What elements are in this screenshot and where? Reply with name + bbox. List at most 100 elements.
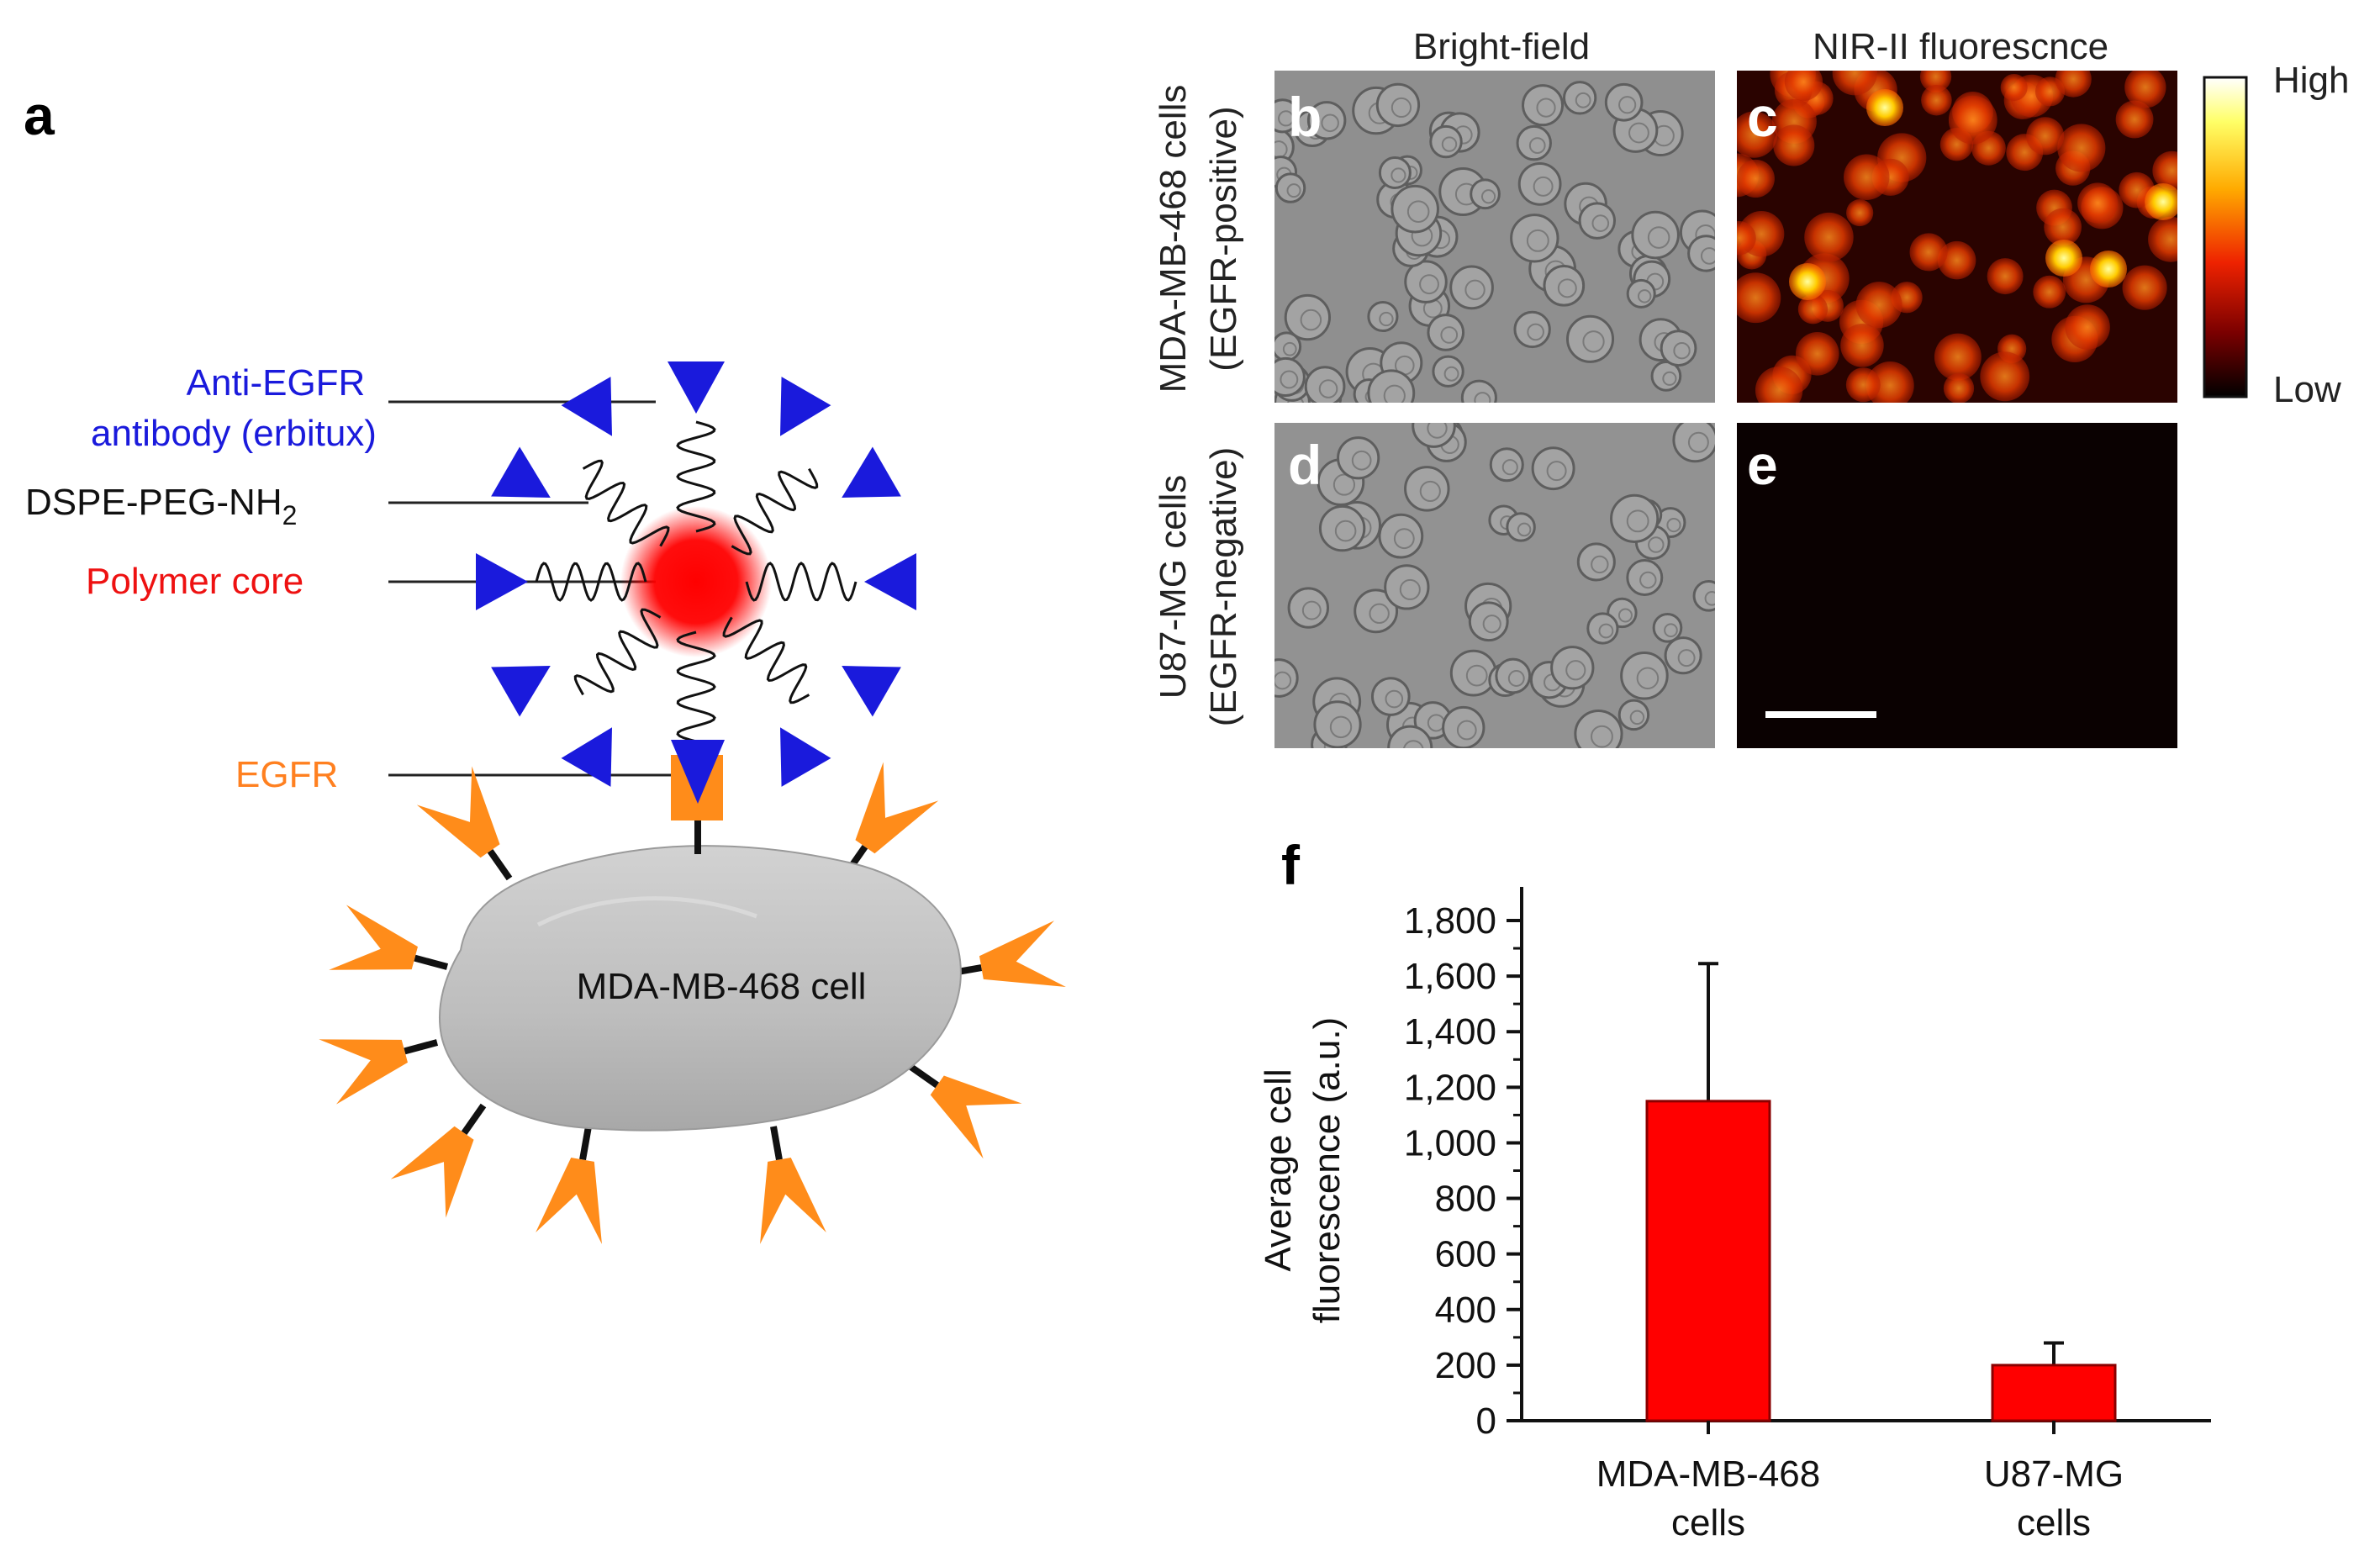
antibodies — [476, 361, 916, 787]
cell-nucleus — [1528, 137, 1546, 154]
cell-outline — [1313, 700, 1362, 748]
y-axis-label: fluorescence (a.u.) — [1306, 1017, 1348, 1323]
cell-nucleus — [1383, 384, 1406, 403]
cell-nucleus — [1419, 274, 1439, 295]
x-tick-label: cells — [2017, 1502, 2091, 1543]
cell-nucleus — [1666, 517, 1681, 533]
antibody-label-line1: Anti-EGFR — [187, 362, 366, 404]
microscopy-panels: Bright-field NIR-II fluorescnce MDA-MB-4… — [1153, 26, 2350, 748]
peg-chain — [582, 459, 670, 547]
bar-chart: 0 200 400 600 800 1,000 1,200 1,400 1,600 1,800 Av… — [1258, 887, 2211, 1543]
fluorescent-cell — [1797, 294, 1829, 324]
cell-nucleus — [1582, 330, 1605, 353]
cell-outline — [1604, 82, 1644, 122]
panel-letter-b: b — [1288, 86, 1322, 148]
peg-chain — [745, 562, 858, 602]
fluorescent-cell — [1943, 372, 1975, 403]
cell-outline — [1468, 601, 1509, 642]
panel-letter-a: a — [24, 84, 55, 146]
cell-nucleus — [1329, 715, 1353, 739]
cell-nucleus — [1419, 480, 1441, 503]
receptor-stem — [487, 848, 513, 881]
cell-outline — [1522, 84, 1565, 127]
peg-chain — [676, 630, 716, 743]
cell-outline — [1404, 260, 1448, 303]
receptor-stem — [907, 1063, 940, 1089]
cell-nucleus — [1321, 113, 1339, 133]
cell-outline — [1664, 636, 1702, 675]
cell-nucleus — [1440, 326, 1459, 344]
colorbar-high-label: High — [2273, 60, 2350, 101]
fluorescent-cell — [1855, 282, 1902, 329]
cell-nucleus — [1278, 110, 1295, 127]
cell-outline — [1563, 81, 1597, 115]
cell-outline — [1449, 265, 1494, 310]
fluorescent-cell — [2065, 304, 2110, 350]
fluorescent-cell — [1840, 324, 1884, 367]
cell-nucleus — [1637, 289, 1652, 303]
bar — [1645, 1100, 1771, 1422]
cell-nucleus — [1443, 366, 1459, 382]
cell-nucleus — [1456, 720, 1477, 741]
colorbar-low-label: Low — [2273, 369, 2341, 410]
egfr-receptor — [329, 905, 418, 970]
cell-nucleus — [1379, 311, 1394, 327]
cell-body — [438, 845, 962, 1132]
cell-outline — [1391, 184, 1439, 234]
cell-nucleus — [1662, 371, 1677, 386]
polymer-core-label: Polymer core — [86, 561, 303, 602]
cell-outline — [1660, 330, 1697, 367]
cell-outline — [1516, 124, 1552, 161]
cell-outline — [1517, 161, 1562, 206]
panel-f-bar-chart: f 0 200 400 600 800 1,000 1,200 1,400 1,600 1,800… — [1258, 834, 2211, 1543]
image-d-bright-field-u87: d — [1274, 423, 1715, 748]
fluorescent-cell — [2000, 73, 2028, 102]
cell-nucleus — [1618, 96, 1637, 114]
bright-fluorescent-cell — [1866, 89, 1903, 126]
egfr-receptors — [319, 762, 1066, 1244]
cell-nucleus — [1636, 667, 1660, 690]
x-tick-label: U87-MG — [1984, 1454, 2124, 1495]
row-label-2-line1: U87-MG cells — [1153, 475, 1194, 699]
fluorescent-cell — [1987, 258, 2024, 295]
peg-chain — [722, 616, 810, 704]
y-tick-label: 1,200 — [1404, 1067, 1496, 1108]
image-e-nir-u87: e — [1737, 423, 2177, 748]
panel-letter-d: d — [1288, 434, 1322, 496]
cell-outline — [1367, 369, 1416, 403]
egfr-receptor — [930, 1075, 1022, 1159]
cell-outline — [1337, 436, 1380, 480]
fluorescent-cell — [1737, 220, 1756, 256]
cell-outline — [1404, 466, 1450, 512]
fluorescent-cell — [2044, 208, 2082, 246]
row-label-1-line1: MDA-MB-468 cells — [1153, 85, 1194, 393]
fluorescent-cell — [1773, 124, 1815, 166]
egfr-label: EGFR — [235, 754, 338, 795]
antibody-triangle — [780, 727, 831, 787]
antibody-triangle — [842, 446, 901, 498]
egfr-receptor — [390, 1126, 474, 1218]
bright-fluorescent-cell — [2145, 183, 2177, 220]
cell-nucleus — [1391, 167, 1406, 183]
fluorescent-cell — [1737, 111, 1778, 158]
cell-nucleus — [1332, 473, 1356, 496]
row-label-1-line2: (EGFR-positive) — [1203, 106, 1244, 371]
y-axis-label: Average cell — [1258, 1068, 1299, 1271]
panel-letter-e: e — [1747, 434, 1778, 496]
fluorescent-cell — [1921, 84, 1952, 116]
fluorescent-cell — [1804, 212, 1854, 262]
cell-nucleus — [1427, 423, 1448, 439]
cell-outline — [1412, 423, 1456, 448]
cell-nucleus — [1677, 649, 1696, 667]
cell-nucleus — [1527, 323, 1544, 341]
cell-nucleus — [1517, 522, 1532, 537]
cell-nucleus — [1480, 189, 1496, 204]
fluorescent-cell — [2115, 100, 2154, 139]
fluorescent-cell — [1784, 71, 1823, 101]
y-tick-label: 400 — [1435, 1290, 1496, 1331]
colorbar: High Low — [2203, 60, 2350, 410]
dspe-peg-main: DSPE-PEG-NH — [25, 482, 282, 523]
antibody-triangle — [668, 361, 725, 414]
bright-fluorescent-cell — [2045, 240, 2082, 277]
